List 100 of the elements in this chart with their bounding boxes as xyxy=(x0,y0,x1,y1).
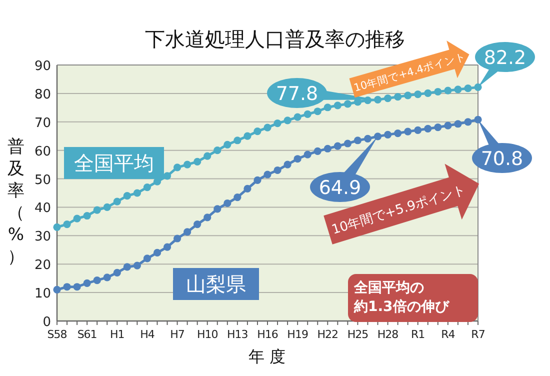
point xyxy=(93,276,101,284)
point xyxy=(274,120,282,128)
x-tick-label: H4 xyxy=(140,328,155,341)
point xyxy=(254,176,262,184)
point xyxy=(143,184,152,192)
point xyxy=(354,136,362,144)
point xyxy=(103,274,111,282)
point xyxy=(204,152,212,160)
point xyxy=(73,283,81,291)
point xyxy=(404,128,412,136)
y-tick-label: 90 xyxy=(34,59,51,74)
point xyxy=(294,113,302,121)
point xyxy=(204,214,212,222)
annotation: 10年間で+4.4ポイント xyxy=(352,50,468,94)
point xyxy=(194,158,202,166)
point xyxy=(344,100,352,108)
series-label: 山梨県 xyxy=(186,272,246,296)
point xyxy=(53,223,61,231)
point xyxy=(224,199,232,208)
point xyxy=(444,122,452,130)
point xyxy=(344,140,352,148)
point xyxy=(133,262,141,270)
point xyxy=(474,116,482,124)
point xyxy=(284,116,292,124)
x-axis-title: 年 度 xyxy=(248,347,286,366)
y-tick-label: 40 xyxy=(34,201,51,216)
point xyxy=(123,263,131,271)
point xyxy=(324,144,332,152)
point xyxy=(214,146,222,154)
point xyxy=(384,130,392,138)
point xyxy=(314,108,322,116)
point xyxy=(244,132,252,140)
point xyxy=(214,205,222,213)
point xyxy=(123,192,131,200)
point xyxy=(184,228,192,236)
point xyxy=(83,212,91,220)
point xyxy=(83,279,91,287)
point xyxy=(113,198,121,206)
point xyxy=(173,164,182,172)
point xyxy=(464,118,472,126)
point xyxy=(184,160,192,168)
point xyxy=(53,286,61,294)
x-tick-label: S61 xyxy=(77,328,97,341)
point xyxy=(163,172,172,180)
point xyxy=(464,84,472,92)
x-tick-label: H1 xyxy=(110,328,124,341)
x-tick-label: H25 xyxy=(347,328,369,341)
point xyxy=(404,92,412,100)
point xyxy=(434,123,442,132)
point xyxy=(234,136,242,144)
point xyxy=(364,134,372,142)
point xyxy=(194,220,202,228)
point xyxy=(384,94,392,102)
y-tick-label: 0 xyxy=(42,315,51,330)
point xyxy=(113,268,121,276)
point xyxy=(294,155,302,163)
point xyxy=(244,184,252,193)
y-tick-label: 60 xyxy=(34,144,51,160)
point xyxy=(454,120,462,128)
point xyxy=(93,206,101,214)
point xyxy=(173,234,182,242)
point xyxy=(374,132,382,140)
x-tick-label: H16 xyxy=(257,328,278,341)
x-tick-label: R4 xyxy=(441,328,456,341)
point xyxy=(224,140,232,148)
series-label: 全国平均 xyxy=(74,151,154,175)
point xyxy=(264,124,272,132)
y-tick-label: 10 xyxy=(34,286,51,302)
y-tick-label: 30 xyxy=(34,230,51,245)
y-tick-label: 20 xyxy=(34,258,51,274)
point xyxy=(254,127,262,136)
point xyxy=(63,283,71,291)
y-tick-label: 70 xyxy=(34,116,51,131)
point xyxy=(454,86,462,94)
point xyxy=(234,193,242,202)
x-tick-label: R1 xyxy=(411,328,425,341)
point xyxy=(304,110,312,118)
point xyxy=(434,88,442,96)
point xyxy=(264,170,272,178)
point xyxy=(394,93,402,101)
annotation: 全国平均の約1.3倍の伸び xyxy=(354,279,450,317)
y-tick-label: 50 xyxy=(34,172,51,188)
point xyxy=(414,126,422,134)
x-tick-label: H10 xyxy=(196,328,218,341)
x-tick-label: H13 xyxy=(227,328,248,341)
point xyxy=(63,220,71,228)
point xyxy=(133,189,141,197)
x-tick-label: H19 xyxy=(287,328,308,341)
point xyxy=(284,160,292,168)
y-axis-title: 普及率（%） xyxy=(8,137,24,267)
point xyxy=(304,150,312,158)
point xyxy=(414,90,422,98)
x-tick-label: H28 xyxy=(377,328,399,341)
x-tick-label: S58 xyxy=(47,328,68,341)
point xyxy=(73,214,81,222)
point xyxy=(314,147,322,155)
point xyxy=(394,129,402,138)
point xyxy=(334,102,342,110)
annotation: 77.8 xyxy=(276,83,318,105)
point xyxy=(374,96,382,104)
